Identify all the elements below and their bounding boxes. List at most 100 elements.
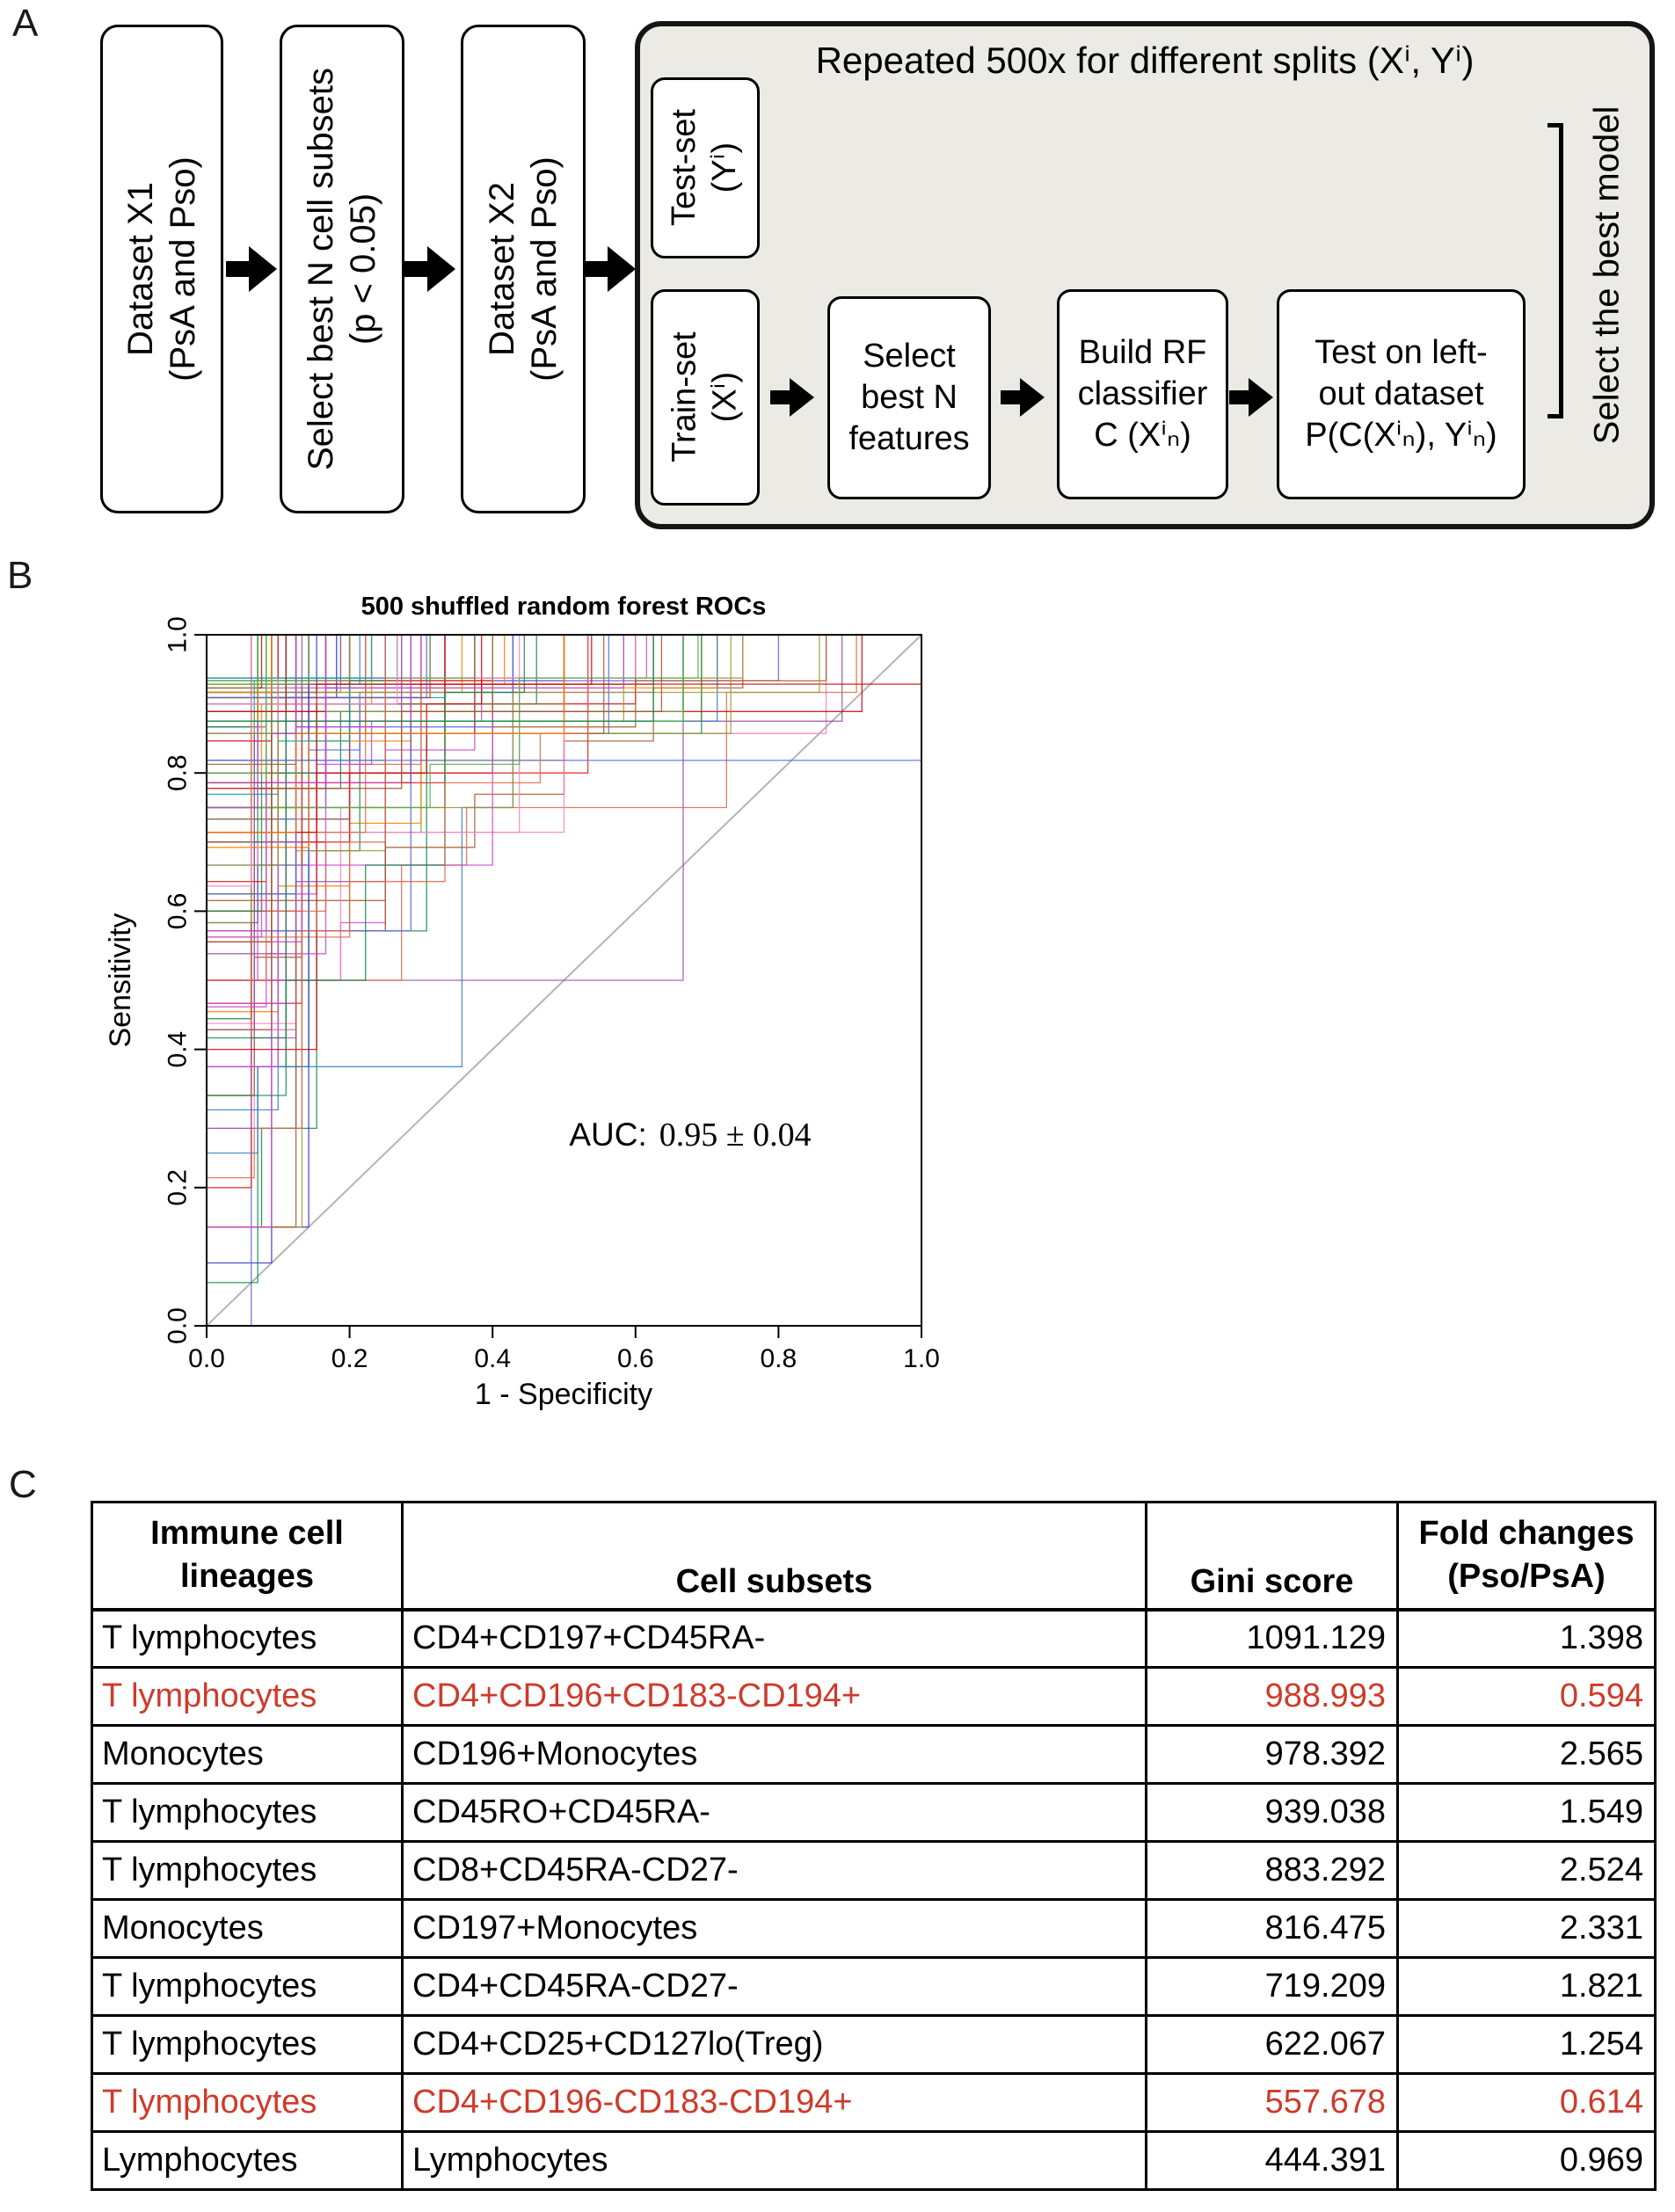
x-axis-title: 1 - Specificity <box>475 1378 652 1411</box>
cell-gini: 939.038 <box>1145 1782 1399 1843</box>
cell-subset: CD4+CD45RA-CD27- <box>401 1956 1147 2017</box>
cell-fold: 2.565 <box>1396 1724 1657 1785</box>
header-immune-cell-lineages: Immune cell lineages <box>91 1501 404 1612</box>
build-classifier-box: Build RF classifier C (Xⁱₙ) <box>1057 289 1228 499</box>
plot-frame <box>206 634 922 1327</box>
arrow-head-icon <box>427 246 455 292</box>
pipeline-arrow-1 <box>770 378 814 417</box>
axes: 0.0 0.2 0.4 0.6 0.8 1.0 0.0 0.2 0.4 0.6 0.8 1.0 <box>164 616 940 1373</box>
header-gini-score: Gini score <box>1145 1501 1399 1612</box>
cell-gini: 1091.129 <box>1145 1608 1399 1669</box>
cell-lineage: T lymphocytes <box>91 1782 404 1843</box>
cell-subset: CD196+Monocytes <box>401 1724 1147 1785</box>
cell-fold: 2.331 <box>1396 1898 1657 1959</box>
table-row: T lymphocytes CD8+CD45RA-CD27- 883.292 2.52… <box>91 1840 1657 1901</box>
arrow-head-icon <box>608 246 636 292</box>
flow-arrow-2 <box>404 246 455 292</box>
table-row: T lymphocytes CD4+CD45RA-CD27- 719.209 1.82… <box>91 1956 1657 2017</box>
arrow-shaft <box>585 261 608 277</box>
table-row: T lymphocytes CD4+CD25+CD127lo(Treg) 622.0… <box>91 2014 1657 2075</box>
x-tick-label: 0.0 <box>188 1344 225 1373</box>
table-row: T lymphocytes CD45RO+CD45RA- 939.038 1.549 <box>91 1782 1657 1843</box>
flow-box-dataset-x1-text: Dataset X1 (PsA and Pso) <box>121 156 202 382</box>
select-features-box: Select best N features <box>827 296 991 499</box>
y-tick-label: 0.2 <box>164 1169 193 1206</box>
table-row: Lymphocytes Lymphocytes 444.391 0.969 <box>91 2130 1657 2191</box>
cell-lineage: Monocytes <box>91 1898 404 1959</box>
pipeline-title: Repeated 500x for different splits (Xⁱ, … <box>815 40 1475 81</box>
arrow-shaft <box>404 261 427 277</box>
cell-gini: 816.475 <box>1145 1898 1399 1959</box>
arrow-head-icon <box>249 246 277 292</box>
arrow-shaft <box>1001 390 1020 404</box>
header-fold-changes: Fold changes (Pso/PsA) <box>1396 1501 1657 1612</box>
cell-lineage: T lymphocytes <box>91 1608 404 1669</box>
test-left-out-box: Test on left- out dataset P(C(Xⁱₙ), Yⁱₙ) <box>1277 289 1526 499</box>
pipeline-arrow-3 <box>1229 378 1273 417</box>
cell-subset: CD4+CD197+CD45RA- <box>401 1608 1147 1669</box>
cell-fold: 1.549 <box>1396 1782 1657 1843</box>
y-tick-label: 0.4 <box>164 1031 193 1068</box>
cell-subset: CD4+CD196-CD183-CD194+ <box>401 2072 1147 2133</box>
flow-box-select-subsets: Select best N cell subsets (p < 0.05) <box>280 25 404 513</box>
arrow-head-icon <box>790 378 814 417</box>
cell-gini: 988.993 <box>1145 1666 1399 1727</box>
chart-title: 500 shuffled random forest ROCs <box>361 593 767 621</box>
results-table-body: T lymphocytes CD4+CD197+CD45RA- 1091.129 1.… <box>91 1608 1657 2191</box>
train-set-text: Train-set (Xⁱ) <box>666 331 744 463</box>
cell-fold: 0.594 <box>1396 1666 1657 1727</box>
cell-gini: 622.067 <box>1145 2014 1399 2075</box>
cell-lineage: T lymphocytes <box>91 1666 404 1727</box>
x-tick-label: 0.2 <box>331 1344 368 1373</box>
cell-subset: CD45RO+CD45RA- <box>401 1782 1147 1843</box>
flow-box-dataset-x2: Dataset X2 (PsA and Pso) <box>461 25 586 513</box>
cell-gini: 883.292 <box>1145 1840 1399 1901</box>
flow-box-select-subsets-text: Select best N cell subsets (p < 0.05) <box>302 68 382 470</box>
panel-c-label: C <box>9 1463 37 1506</box>
x-tick-label: 0.8 <box>761 1344 797 1373</box>
flow-arrow-1 <box>226 246 277 292</box>
cell-fold: 0.614 <box>1396 2072 1657 2133</box>
cell-gini: 978.392 <box>1145 1724 1399 1785</box>
flow-box-dataset-x1: Dataset X1 (PsA and Pso) <box>100 25 223 513</box>
flow-box-dataset-x2-text: Dataset X2 (PsA and Pso) <box>483 156 564 382</box>
y-axis-title: Sensitivity <box>106 913 137 1047</box>
cell-lineage: Lymphocytes <box>91 2130 404 2191</box>
train-set-box: Train-set (Xⁱ) <box>651 289 760 506</box>
arrow-shaft <box>226 261 249 277</box>
arrow-head-icon <box>1020 378 1045 417</box>
table-row: Monocytes CD197+Monocytes 816.475 2.331 <box>91 1898 1657 1959</box>
arrow-shaft <box>770 390 790 404</box>
cell-lineage: T lymphocytes <box>91 1840 404 1901</box>
results-table: Immune cell lineages Cell subsets Gini s… <box>91 1501 1657 2191</box>
cell-fold: 0.969 <box>1396 2130 1657 2191</box>
panel-b-label: B <box>7 554 33 597</box>
cell-lineage: Monocytes <box>91 1724 404 1785</box>
cell-fold: 1.398 <box>1396 1608 1657 1669</box>
cell-fold: 2.524 <box>1396 1840 1657 1901</box>
roc-chart: 500 shuffled random forest ROCs 0.0 0.2 0.… <box>106 593 940 1411</box>
table-header-row: Immune cell lineages Cell subsets Gini s… <box>91 1501 1657 1612</box>
selection-bracket <box>1548 123 1563 418</box>
cell-subset: CD197+Monocytes <box>401 1898 1147 1959</box>
cell-lineage: T lymphocytes <box>91 2072 404 2133</box>
x-tick-label: 1.0 <box>903 1344 940 1373</box>
auc-annotation: AUC: 0.95 ± 0.04 <box>569 1117 811 1153</box>
test-set-box: Test-set (Yⁱ) <box>651 77 760 258</box>
cell-gini: 444.391 <box>1145 2130 1399 2191</box>
cell-fold: 1.254 <box>1396 2014 1657 2075</box>
y-tick-label: 0.6 <box>164 893 193 930</box>
cell-gini: 557.678 <box>1145 2072 1399 2133</box>
table-row: T lymphocytes CD4+CD196-CD183-CD194+ 557.6… <box>91 2072 1657 2133</box>
y-tick-label: 1.0 <box>164 616 193 653</box>
cell-subset: CD8+CD45RA-CD27- <box>401 1840 1147 1901</box>
cell-lineage: T lymphocytes <box>91 2014 404 2075</box>
cell-subset: CD4+CD196+CD183-CD194+ <box>401 1666 1147 1727</box>
cell-subset: Lymphocytes <box>401 2130 1147 2191</box>
pipeline-arrow-2 <box>1001 378 1045 417</box>
cell-fold: 1.821 <box>1396 1956 1657 2017</box>
bracket-label: Select the best model <box>1587 106 1627 445</box>
x-tick-label: 0.4 <box>474 1344 511 1373</box>
cell-gini: 719.209 <box>1145 1956 1399 2017</box>
test-set-text: Test-set (Yⁱ) <box>666 109 744 227</box>
